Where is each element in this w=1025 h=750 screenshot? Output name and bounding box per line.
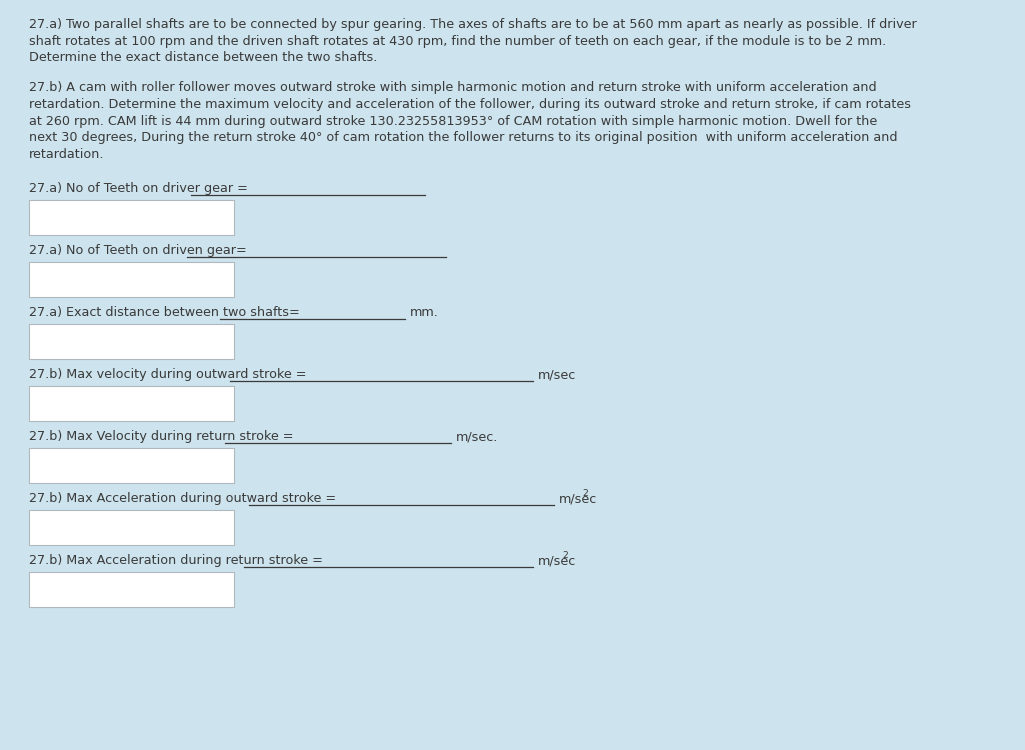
Text: 27.a) Exact distance between two shafts=: 27.a) Exact distance between two shafts= bbox=[29, 306, 299, 319]
Text: 2: 2 bbox=[562, 551, 568, 560]
Text: 27.a) Two parallel shafts are to be connected by spur gearing. The axes of shaft: 27.a) Two parallel shafts are to be conn… bbox=[29, 18, 916, 31]
Text: 2: 2 bbox=[582, 489, 588, 498]
Bar bbox=[29, 324, 234, 359]
Text: at 260 rpm. CAM lift is 44 mm during outward stroke 130.23255813953° of CAM rota: at 260 rpm. CAM lift is 44 mm during out… bbox=[29, 115, 877, 128]
Text: 27.a) No of Teeth on driver gear =: 27.a) No of Teeth on driver gear = bbox=[29, 182, 248, 195]
Text: m/sec: m/sec bbox=[538, 554, 576, 567]
Bar bbox=[29, 386, 234, 421]
Text: m/sec.: m/sec. bbox=[456, 430, 498, 443]
Text: 27.b) Max Acceleration during outward stroke =: 27.b) Max Acceleration during outward st… bbox=[29, 492, 336, 505]
Text: 27.b) Max Velocity during return stroke =: 27.b) Max Velocity during return stroke … bbox=[29, 430, 293, 443]
Text: shaft rotates at 100 rpm and the driven shaft rotates at 430 rpm, find the numbe: shaft rotates at 100 rpm and the driven … bbox=[29, 34, 886, 47]
Text: retardation.: retardation. bbox=[29, 148, 105, 160]
Text: retardation. Determine the maximum velocity and acceleration of the follower, du: retardation. Determine the maximum veloc… bbox=[29, 98, 910, 111]
Text: 27.b) Max velocity during outward stroke =: 27.b) Max velocity during outward stroke… bbox=[29, 368, 306, 381]
Bar bbox=[29, 262, 234, 297]
Text: m/sec: m/sec bbox=[538, 368, 576, 381]
Text: 27.a) No of Teeth on driven gear=: 27.a) No of Teeth on driven gear= bbox=[29, 244, 246, 257]
Text: m/sec: m/sec bbox=[559, 492, 597, 505]
Bar bbox=[29, 200, 234, 235]
Text: next 30 degrees, During the return stroke 40° of cam rotation the follower retur: next 30 degrees, During the return strok… bbox=[29, 131, 897, 144]
Bar bbox=[29, 510, 234, 545]
Text: Determine the exact distance between the two shafts.: Determine the exact distance between the… bbox=[29, 51, 377, 64]
Text: mm.: mm. bbox=[410, 306, 439, 319]
Text: 27.b) A cam with roller follower moves outward stroke with simple harmonic motio: 27.b) A cam with roller follower moves o… bbox=[29, 82, 876, 94]
Bar bbox=[29, 572, 234, 607]
Bar bbox=[29, 448, 234, 483]
Text: 27.b) Max Acceleration during return stroke =: 27.b) Max Acceleration during return str… bbox=[29, 554, 323, 567]
